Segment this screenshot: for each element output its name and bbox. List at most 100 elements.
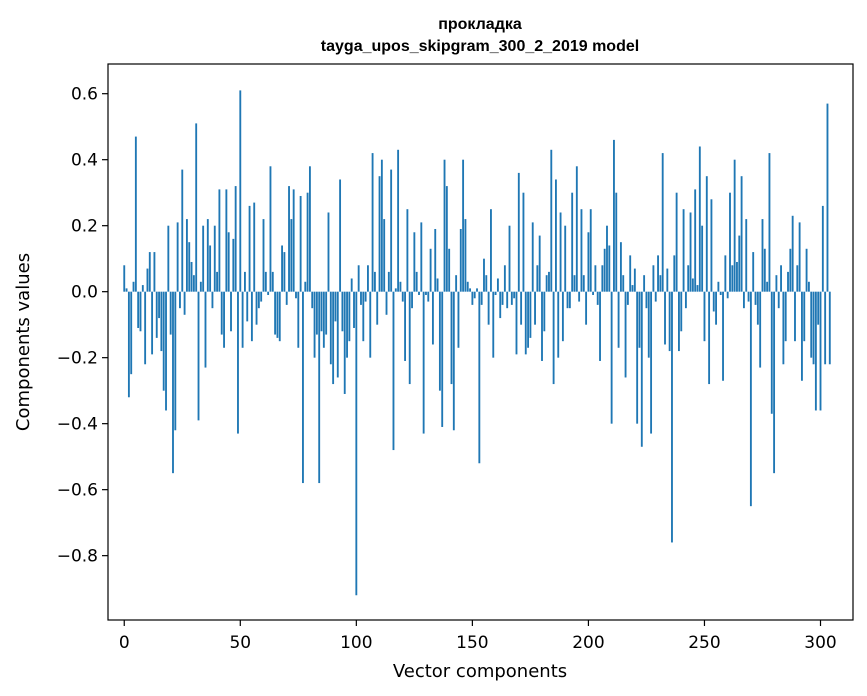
bar-202: [592, 291, 594, 295]
bar-295: [807, 281, 810, 292]
bar-151: [473, 291, 476, 299]
bar-181: [543, 291, 546, 332]
bar-276: [763, 248, 766, 292]
bar-75: [297, 291, 300, 348]
bar-218: [629, 255, 632, 292]
bar-261: [729, 192, 731, 292]
bar-223: [640, 291, 643, 447]
bar-300: [819, 291, 822, 411]
bar-148: [466, 281, 469, 292]
bar-206: [601, 265, 604, 292]
bar-52: [244, 271, 246, 292]
bar-252: [708, 291, 711, 385]
bar-83: [315, 291, 318, 335]
bar-155: [483, 258, 485, 292]
bar-282: [777, 291, 780, 309]
bar-235: [668, 291, 671, 352]
bar-82: [313, 291, 316, 358]
bar-269: [747, 291, 750, 302]
bar-237: [673, 255, 676, 292]
bar-141: [450, 291, 453, 385]
bar-222: [638, 291, 641, 348]
bar-188: [559, 212, 562, 292]
bar-45: [227, 232, 230, 292]
bar-254: [712, 291, 715, 312]
bar-221: [636, 291, 639, 424]
bar-260: [726, 291, 729, 299]
bar-236: [671, 291, 673, 543]
bar-133: [431, 291, 434, 345]
bar-288: [791, 215, 794, 292]
bar-186: [555, 179, 557, 292]
bar-247: [696, 285, 699, 292]
bar-34: [202, 225, 205, 292]
bar-20: [169, 291, 172, 335]
bar-8: [141, 285, 144, 292]
bar-26: [183, 291, 186, 315]
y-tick-label: −0.6: [57, 481, 98, 501]
x-axis-label: Vector components: [393, 661, 567, 682]
chart-title-line-2: tayga_upos_skipgram_300_2_2019 model: [321, 38, 639, 55]
bar-193: [571, 192, 574, 292]
bar-51: [241, 291, 244, 348]
bar-278: [768, 153, 771, 292]
bar-213: [617, 291, 620, 348]
bar-41: [218, 189, 221, 292]
bar-87: [325, 291, 328, 335]
bar-154: [480, 291, 483, 305]
bar-132: [429, 248, 432, 292]
bar-259: [724, 255, 727, 292]
bar-107: [371, 153, 374, 292]
bar-24: [179, 291, 181, 309]
bar-168: [513, 291, 516, 299]
bar-129: [422, 291, 425, 434]
bar-104: [364, 291, 367, 302]
bar-255: [715, 291, 717, 325]
bar-32: [197, 291, 200, 421]
bar-225: [645, 291, 648, 309]
bar-109: [376, 291, 379, 325]
bar-33: [199, 281, 202, 292]
bar-91: [334, 291, 337, 322]
bar-59: [260, 291, 263, 302]
bar-27: [185, 219, 188, 292]
bar-73: [292, 189, 295, 292]
bar-166: [508, 225, 511, 292]
y-axis-ticks: −0.8 −0.6 −0.4 −0.2 0.0 0.2 0.4 0.6: [57, 85, 108, 567]
bar-19: [167, 225, 170, 292]
bar-178: [536, 265, 539, 292]
bar-47: [232, 238, 235, 292]
x-tick-label: 0: [119, 633, 130, 653]
bar-290: [796, 265, 799, 292]
bar-97: [348, 291, 351, 342]
bar-121: [404, 291, 406, 361]
bar-249: [701, 225, 704, 292]
bar-233: [664, 291, 666, 345]
bar-215: [622, 275, 625, 292]
y-axis-label: Components values: [13, 253, 34, 431]
bar-128: [420, 222, 423, 292]
bar-7: [139, 291, 142, 332]
bar-110: [378, 176, 381, 292]
bar-293: [803, 291, 806, 342]
bar-22: [174, 291, 177, 431]
bar-177: [534, 291, 536, 325]
bar-137: [441, 291, 444, 427]
y-tick-label: 0.4: [71, 151, 98, 171]
bar-120: [401, 291, 404, 302]
bar-62: [267, 291, 270, 295]
bar-182: [545, 275, 548, 292]
x-axis-ticks: 0 50 100 150 200 250 300: [119, 620, 837, 653]
bar-200: [587, 232, 590, 292]
bar-279: [770, 291, 773, 414]
bar-10: [146, 268, 149, 292]
bar-25: [181, 169, 184, 292]
bar-216: [624, 291, 627, 378]
bar-88: [327, 212, 330, 292]
x-tick-label: 200: [572, 633, 604, 653]
bar-294: [805, 248, 808, 292]
bar-124: [411, 291, 413, 309]
bar-271: [752, 252, 755, 292]
bar-171: [520, 291, 523, 325]
